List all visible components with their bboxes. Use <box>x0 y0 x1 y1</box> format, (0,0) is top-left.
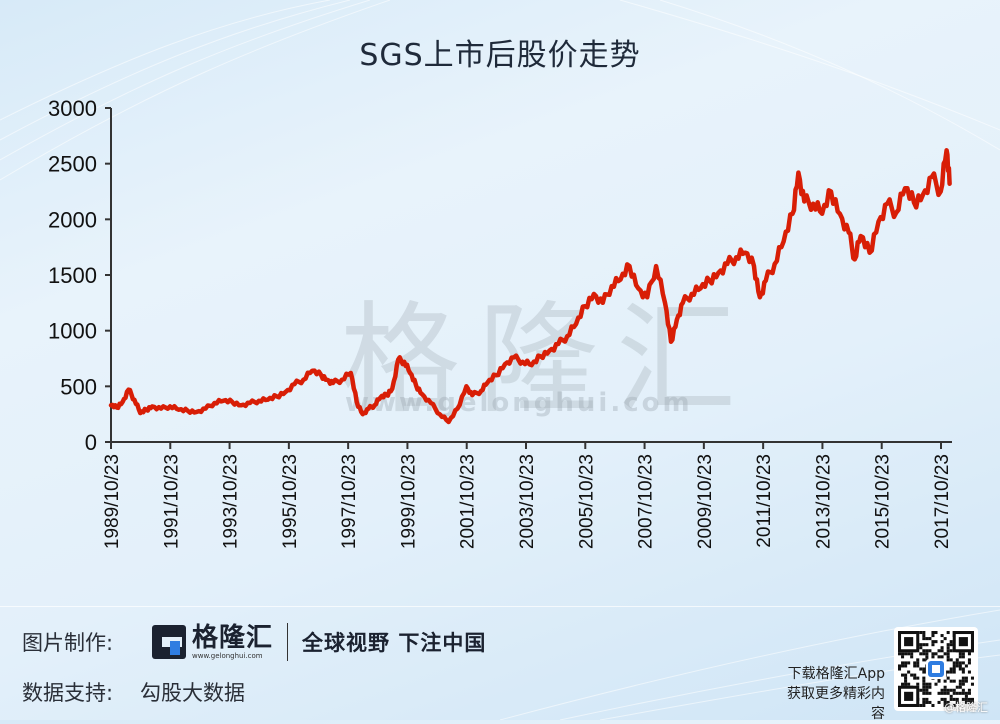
x-tick-label: 1989/10/23 <box>102 454 123 549</box>
x-tick-label: 2013/10/23 <box>813 454 834 549</box>
brand-logo: 格隆汇 www.gelonghui.com <box>152 624 273 660</box>
x-tick-label: 2005/10/23 <box>576 454 597 549</box>
slogan: 全球视野 下注中国 <box>302 631 487 655</box>
watermark-url: www.gelonghui.com <box>345 388 693 418</box>
app-promo-line1: 下载格隆汇App <box>787 666 885 682</box>
axes: 0 500 1000 1500 2000 2500 3000 1989/10/23 1991/1… <box>48 96 953 549</box>
footer-divider <box>0 606 1000 607</box>
x-tick-label: 2017/10/23 <box>932 454 953 549</box>
x-tick-label: 2001/10/23 <box>458 454 479 549</box>
qr-code-icon[interactable] <box>894 627 978 711</box>
footer-credits: 图片制作: 格隆汇 www.gelonghui.com 全球视野 下注中国 数据… <box>22 622 486 712</box>
price-line <box>108 148 952 425</box>
y-tick-label: 2500 <box>48 152 97 177</box>
x-tick-label: 1993/10/23 <box>221 454 242 549</box>
x-tick-label: 2007/10/23 <box>636 454 657 549</box>
x-tick-label: 1995/10/23 <box>280 454 301 549</box>
y-tick-label: 500 <box>60 374 97 399</box>
y-tick-label: 1000 <box>48 319 97 344</box>
y-tick-label: 1500 <box>48 263 97 288</box>
x-tick-label: 1991/10/23 <box>161 454 182 549</box>
app-promo-line2: 获取更多精彩内容 <box>787 686 885 722</box>
y-tick-label: 0 <box>85 430 97 455</box>
divider <box>287 623 289 661</box>
x-tick-label: 1999/10/23 <box>398 454 419 549</box>
x-tick-label: 2003/10/23 <box>517 454 538 549</box>
brand-url: www.gelonghui.com <box>192 652 263 660</box>
chart-title: SGS上市后股价走势 <box>359 38 641 73</box>
data-source-label: 数据支持: <box>22 681 114 705</box>
made-by-label: 图片制作: <box>22 631 114 655</box>
x-tick-label: 2015/10/23 <box>873 454 894 549</box>
x-tick-label: 1997/10/23 <box>339 454 360 549</box>
brand-name: 格隆汇 <box>192 623 274 653</box>
price-chart: 0 500 1000 1500 2000 2500 3000 1989/10/23 1991/1… <box>48 96 953 549</box>
y-tick-label: 2000 <box>48 207 97 232</box>
data-source: 勾股大数据 <box>140 681 245 705</box>
x-tick-label: 2009/10/23 <box>695 454 716 549</box>
credit-text: @格隆汇 <box>944 701 988 714</box>
y-tick-label: 3000 <box>48 96 97 121</box>
app-promo: 下载格隆汇App 获取更多精彩内容 <box>775 664 885 724</box>
x-tick-label: 2011/10/23 <box>754 454 775 548</box>
logo-g-icon <box>152 625 186 659</box>
